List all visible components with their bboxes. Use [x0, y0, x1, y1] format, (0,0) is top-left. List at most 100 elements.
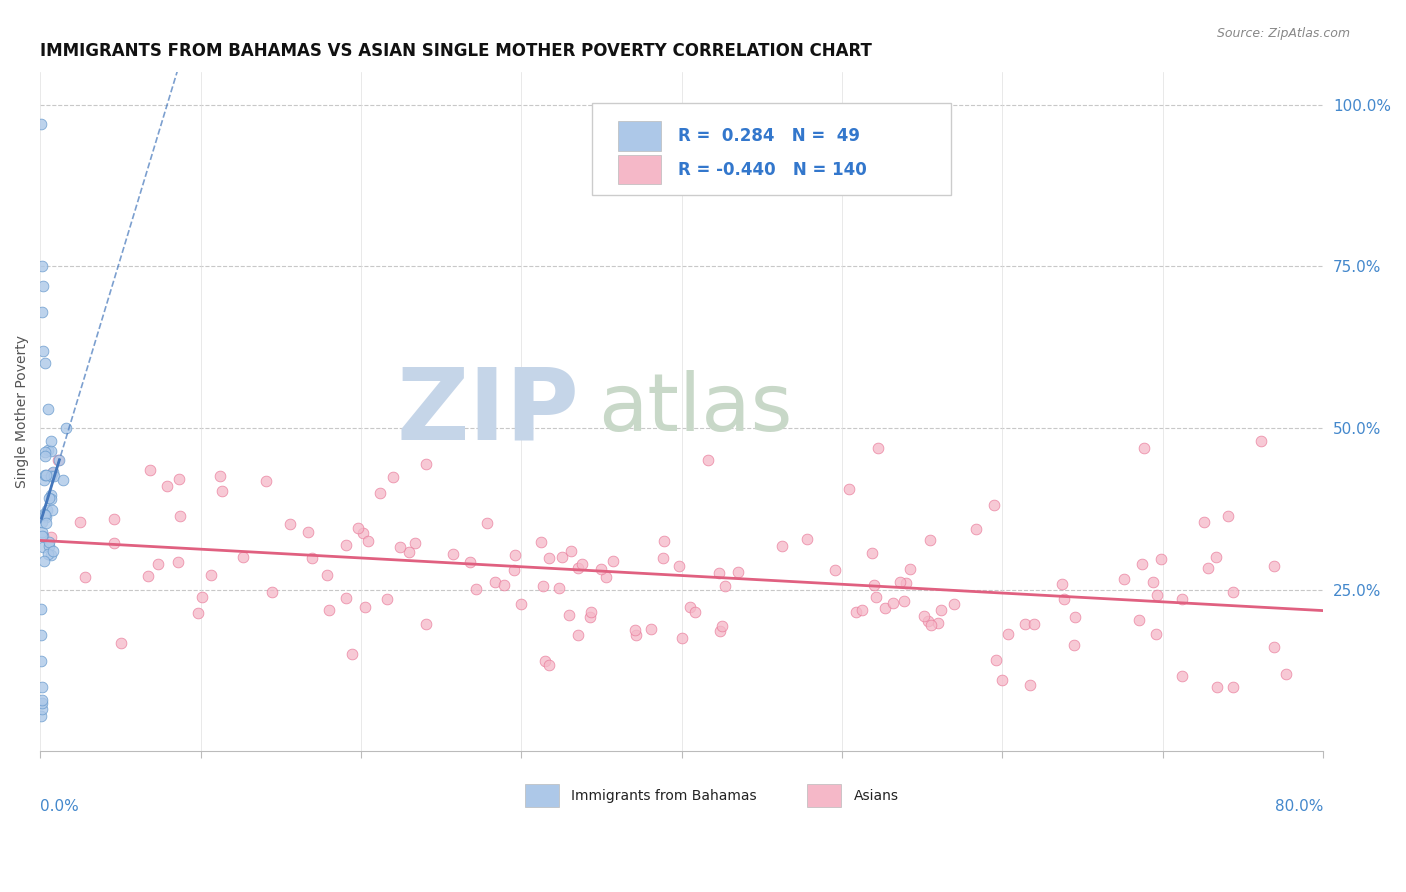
- Point: [868, 441, 890, 455]
- Point: [920, 617, 942, 632]
- Point: [727, 565, 749, 579]
- Point: [1128, 613, 1150, 627]
- Point: [571, 558, 593, 572]
- Point: [42, 544, 65, 558]
- Point: [1112, 572, 1135, 586]
- Point: [1263, 640, 1285, 655]
- Point: [31, 540, 53, 554]
- Text: Asians: Asians: [853, 789, 898, 803]
- Point: [893, 594, 915, 608]
- Point: [148, 558, 170, 572]
- Point: [38, 491, 60, 505]
- Point: [42, 465, 65, 479]
- Point: [191, 590, 214, 604]
- Point: [368, 486, 391, 500]
- Point: [1170, 592, 1192, 607]
- Point: [714, 579, 737, 593]
- Point: [1263, 558, 1285, 573]
- Point: [35, 516, 58, 530]
- Point: [37, 401, 59, 416]
- Point: [55, 421, 77, 435]
- Point: [991, 673, 1014, 688]
- Point: [1130, 558, 1153, 572]
- Point: [441, 547, 464, 561]
- Point: [931, 603, 953, 617]
- Point: [707, 566, 730, 581]
- Point: [34, 356, 56, 370]
- Point: [31, 529, 53, 543]
- Point: [48, 453, 70, 467]
- Point: [678, 600, 700, 615]
- Point: [711, 619, 734, 633]
- Point: [31, 680, 53, 694]
- Point: [623, 624, 645, 638]
- Point: [465, 582, 488, 596]
- Point: [31, 343, 53, 358]
- Point: [30, 602, 52, 616]
- Point: [965, 522, 987, 536]
- Point: [772, 539, 794, 553]
- Point: [503, 549, 526, 563]
- Point: [169, 508, 191, 523]
- Point: [824, 563, 846, 577]
- Point: [1022, 617, 1045, 632]
- Point: [1275, 666, 1298, 681]
- Point: [31, 304, 53, 318]
- Point: [347, 520, 370, 534]
- Point: [1171, 668, 1194, 682]
- Point: [652, 533, 675, 548]
- Point: [103, 536, 125, 550]
- Point: [851, 603, 873, 617]
- Point: [927, 616, 949, 631]
- Point: [550, 549, 572, 564]
- FancyBboxPatch shape: [617, 154, 661, 185]
- Point: [671, 631, 693, 645]
- Point: [200, 568, 222, 582]
- Point: [860, 546, 883, 560]
- Point: [624, 628, 647, 642]
- Point: [1063, 638, 1085, 652]
- Point: [503, 563, 526, 577]
- Point: [983, 498, 1005, 512]
- Point: [34, 467, 56, 482]
- Point: [415, 458, 437, 472]
- Point: [898, 562, 921, 576]
- Point: [1146, 588, 1168, 602]
- Point: [591, 562, 613, 576]
- Point: [984, 653, 1007, 667]
- Point: [156, 478, 179, 492]
- Point: [211, 484, 233, 499]
- Point: [530, 534, 553, 549]
- Point: [388, 540, 411, 554]
- Point: [1205, 680, 1227, 694]
- Point: [31, 260, 53, 274]
- Point: [139, 463, 162, 477]
- Point: [318, 603, 340, 617]
- Point: [35, 510, 58, 524]
- Point: [31, 529, 53, 543]
- Text: atlas: atlas: [599, 369, 793, 448]
- Point: [920, 533, 942, 548]
- Point: [1197, 561, 1219, 575]
- Point: [602, 554, 624, 568]
- Point: [357, 533, 380, 548]
- Point: [863, 578, 886, 592]
- Text: R =  0.284   N =  49: R = 0.284 N = 49: [678, 127, 860, 145]
- Point: [534, 654, 557, 668]
- Point: [254, 474, 277, 488]
- Point: [652, 551, 675, 566]
- Point: [1222, 680, 1244, 694]
- Point: [301, 550, 323, 565]
- FancyBboxPatch shape: [526, 784, 558, 807]
- Point: [896, 575, 918, 590]
- Text: R = -0.440   N = 140: R = -0.440 N = 140: [678, 161, 866, 178]
- Point: [458, 555, 481, 569]
- Point: [42, 469, 65, 483]
- Point: [38, 539, 60, 553]
- Point: [30, 709, 52, 723]
- Point: [683, 606, 706, 620]
- Point: [39, 549, 62, 563]
- Point: [340, 648, 363, 662]
- Point: [31, 525, 53, 540]
- Point: [103, 511, 125, 525]
